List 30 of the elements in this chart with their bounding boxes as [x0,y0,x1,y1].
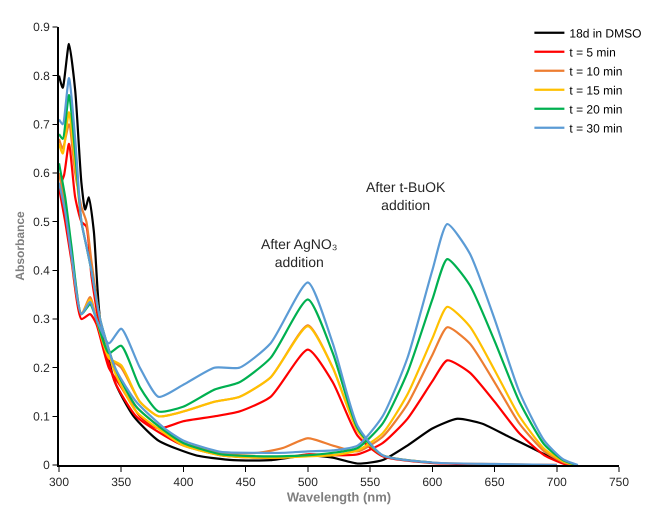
x-tick-label: 350 [111,475,132,490]
y-tick-label: 0.6 [33,166,50,180]
y-tick-label: 0.7 [33,118,50,132]
x-tick-label: 500 [298,475,318,490]
annotation: After t-BuOK addition [366,179,446,214]
x-tick-label: 650 [484,475,505,490]
y-tick-label: 0.8 [33,68,50,83]
x-axis-title: Wavelength (nm) [286,489,392,504]
y-axis-title: Absorbance [12,211,27,281]
legend-label: t = 30 min [569,121,622,136]
y-tick-label: 0 [43,458,50,472]
y-tick-label: 0.4 [33,264,50,278]
legend-label: t = 20 min [569,102,622,116]
legend-label: t = 15 min [569,83,622,98]
y-tick-label: 0.1 [33,410,50,424]
y-tick-label: 0.2 [33,360,50,375]
legend-label: 18d in DMSO [569,26,642,40]
legend-label: t = 10 min [569,64,622,78]
y-tick-label: 0.9 [33,20,50,34]
x-tick-label: 600 [422,475,443,490]
x-tick-label: 450 [236,475,256,490]
y-tick-label: 0.3 [33,312,50,326]
x-tick-label: 750 [608,475,630,490]
y-tick-label: 0.5 [33,214,50,229]
x-tick-label: 400 [173,475,194,490]
x-tick-label: 700 [546,475,568,490]
annotation: After AgNO₃ addition [261,236,338,270]
x-tick-label: 300 [48,475,70,490]
legend-label: t = 5 min [569,45,616,60]
x-tick-label: 550 [360,475,380,490]
